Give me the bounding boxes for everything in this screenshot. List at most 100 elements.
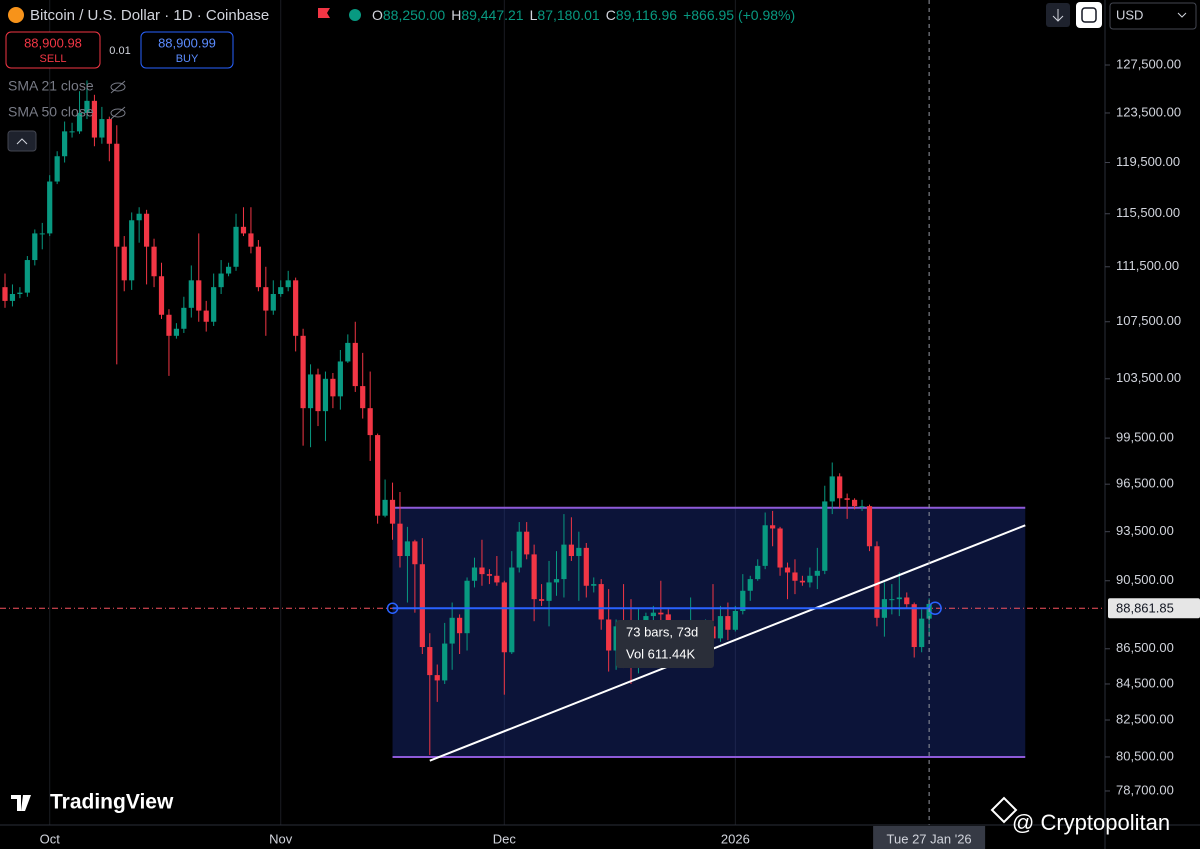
ohlc-label: L	[530, 7, 538, 23]
sell-box[interactable]	[5, 31, 101, 69]
fullscreen-button[interactable]	[1076, 2, 1102, 28]
candle-body	[293, 280, 299, 336]
buy-box[interactable]	[140, 31, 234, 69]
x-tick-label: 2026	[721, 831, 750, 846]
candle-body	[777, 528, 783, 568]
tooltip-volume: Vol 611.44K	[626, 646, 695, 661]
candle-body	[181, 307, 187, 329]
credit-logo	[990, 796, 1018, 824]
candle-body	[17, 292, 23, 295]
candle-body	[255, 246, 261, 288]
sell-button[interactable]: 88,900.98 SELL	[5, 31, 101, 69]
buy-price[interactable]: 88,900.99	[158, 35, 216, 50]
candle-body	[352, 342, 358, 387]
ohlc-value: 87,180.01	[537, 7, 599, 23]
buy-button[interactable]: 88,900.99 BUY	[140, 31, 234, 69]
candle-body	[717, 616, 724, 639]
y-tick-label: 119,500.00	[1116, 154, 1180, 169]
candle-body	[911, 604, 917, 648]
candle-body	[203, 310, 209, 322]
candle-body	[166, 314, 172, 336]
candle-body	[442, 643, 448, 681]
y-tick-label: 115,500.00	[1116, 205, 1180, 220]
last-price-label: 88,861.85	[1116, 601, 1174, 616]
candle-body	[248, 233, 254, 247]
tooltip-bars: 73 bars, 73d	[626, 624, 698, 639]
ohlc-value: 89,447.21	[461, 7, 523, 23]
candle-body	[859, 506, 865, 508]
candle-body	[106, 119, 112, 144]
candle-body	[919, 618, 925, 648]
candle-body	[561, 544, 567, 580]
measure-handle	[386, 602, 399, 614]
y-tick-label: 99,500.00	[1116, 430, 1174, 445]
y-tick-label: 78,700.00	[1116, 782, 1174, 797]
candle-body	[650, 612, 656, 617]
sell-price[interactable]: 88,900.98	[24, 35, 82, 50]
candle-body	[494, 575, 500, 583]
last-price-box	[1108, 598, 1200, 619]
candle-body	[397, 523, 403, 557]
candle-body	[84, 100, 90, 113]
indicator-label[interactable]: SMA 21 close	[8, 78, 94, 94]
candle-body	[263, 287, 269, 311]
candle-body	[434, 675, 440, 681]
candle-body	[54, 156, 60, 182]
x-tick-label: Nov	[269, 831, 293, 846]
candle-body	[762, 525, 768, 566]
chevron-icon	[16, 138, 28, 145]
status-dot	[349, 9, 361, 21]
candle-body	[382, 499, 388, 516]
candle-body	[158, 276, 165, 315]
candle-body	[464, 580, 470, 634]
ohlc-legend: O88,250.00 H89,447.21 L87,180.01 C89,116.96…	[372, 7, 795, 23]
candle-body	[904, 597, 910, 605]
candle-body	[211, 287, 217, 322]
candle-body	[233, 226, 239, 267]
candle-body	[32, 233, 38, 261]
currency[interactable]: USD	[1116, 7, 1143, 22]
candle-body	[69, 131, 75, 133]
candle-body	[151, 246, 157, 277]
candle-body	[643, 616, 649, 622]
candle-body	[516, 531, 522, 568]
candle-body	[412, 541, 418, 565]
candle-body	[307, 374, 314, 409]
candle-body	[129, 220, 135, 281]
y-tick-label: 93,500.00	[1116, 523, 1174, 538]
candle-body	[315, 374, 321, 412]
eye-icons[interactable]	[110, 80, 126, 120]
candle-body	[553, 579, 560, 583]
buy-label[interactable]: BUY	[176, 53, 199, 65]
candle-body	[799, 580, 806, 583]
indicator-label[interactable]: SMA 50 close	[8, 104, 94, 120]
candle-body	[844, 498, 850, 500]
ohlc-value: 88,250.00	[383, 7, 445, 23]
candle-body	[538, 599, 545, 601]
candle-body	[606, 619, 612, 651]
dropdown-icon	[1177, 12, 1187, 18]
ohlc-label: H	[451, 7, 461, 23]
candle-body	[509, 567, 515, 653]
candle-body	[524, 531, 530, 555]
candle-body	[457, 617, 463, 634]
sell-label[interactable]: SELL	[40, 53, 67, 65]
watermark: TradingView	[50, 791, 174, 814]
candle-body	[501, 582, 507, 653]
candle-body	[240, 226, 247, 234]
candle-body	[591, 584, 597, 586]
y-tick-label: 90,500.00	[1116, 572, 1174, 587]
candle-body	[822, 501, 828, 571]
candle-body	[2, 287, 8, 301]
y-tick-label: 84,500.00	[1116, 675, 1174, 690]
candle-body	[322, 378, 329, 412]
collapse-button[interactable]	[7, 130, 37, 152]
candle-body	[136, 213, 142, 221]
candle-body	[486, 574, 493, 576]
ohlc-label: O	[372, 7, 383, 23]
candle-body	[449, 617, 455, 644]
currency-dropdown[interactable]	[1109, 2, 1197, 30]
candle-body	[278, 287, 284, 295]
